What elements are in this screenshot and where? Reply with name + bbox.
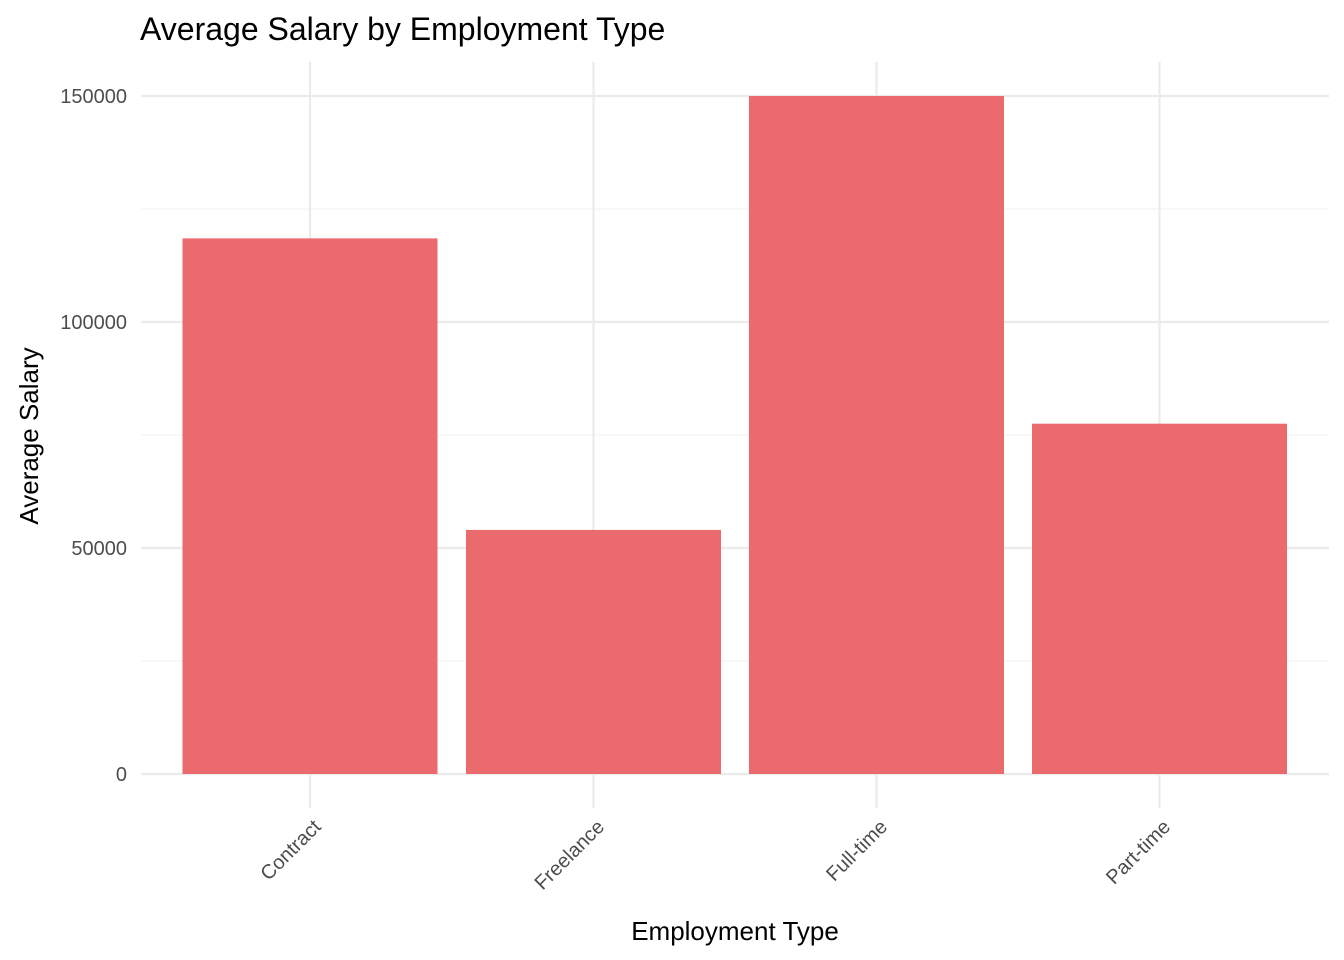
y-tick-label: 50000 xyxy=(71,538,127,560)
x-tick-label: Full-time xyxy=(822,816,892,886)
bar-freelance xyxy=(466,529,721,774)
chart-title: Average Salary by Employment Type xyxy=(140,11,665,47)
x-tick-label: Freelance xyxy=(531,816,609,894)
bar-part-time xyxy=(1032,423,1287,774)
y-axis-ticks: 0 50000 100000 150000 xyxy=(60,86,127,786)
x-tick-label: Part-time xyxy=(1102,816,1175,889)
x-tick-label: Contract xyxy=(257,816,326,885)
y-axis-title: Average Salary xyxy=(14,347,44,524)
x-axis-ticks: Contract Freelance Full-time Part-time xyxy=(257,816,1176,895)
y-tick-label: 0 xyxy=(116,764,127,786)
bar-contract xyxy=(182,238,438,774)
y-tick-label: 150000 xyxy=(60,86,127,108)
bars-layer xyxy=(182,96,1287,774)
bar-full-time xyxy=(749,96,1004,774)
x-axis-title: Employment Type xyxy=(631,916,839,946)
y-tick-label: 100000 xyxy=(60,312,127,334)
